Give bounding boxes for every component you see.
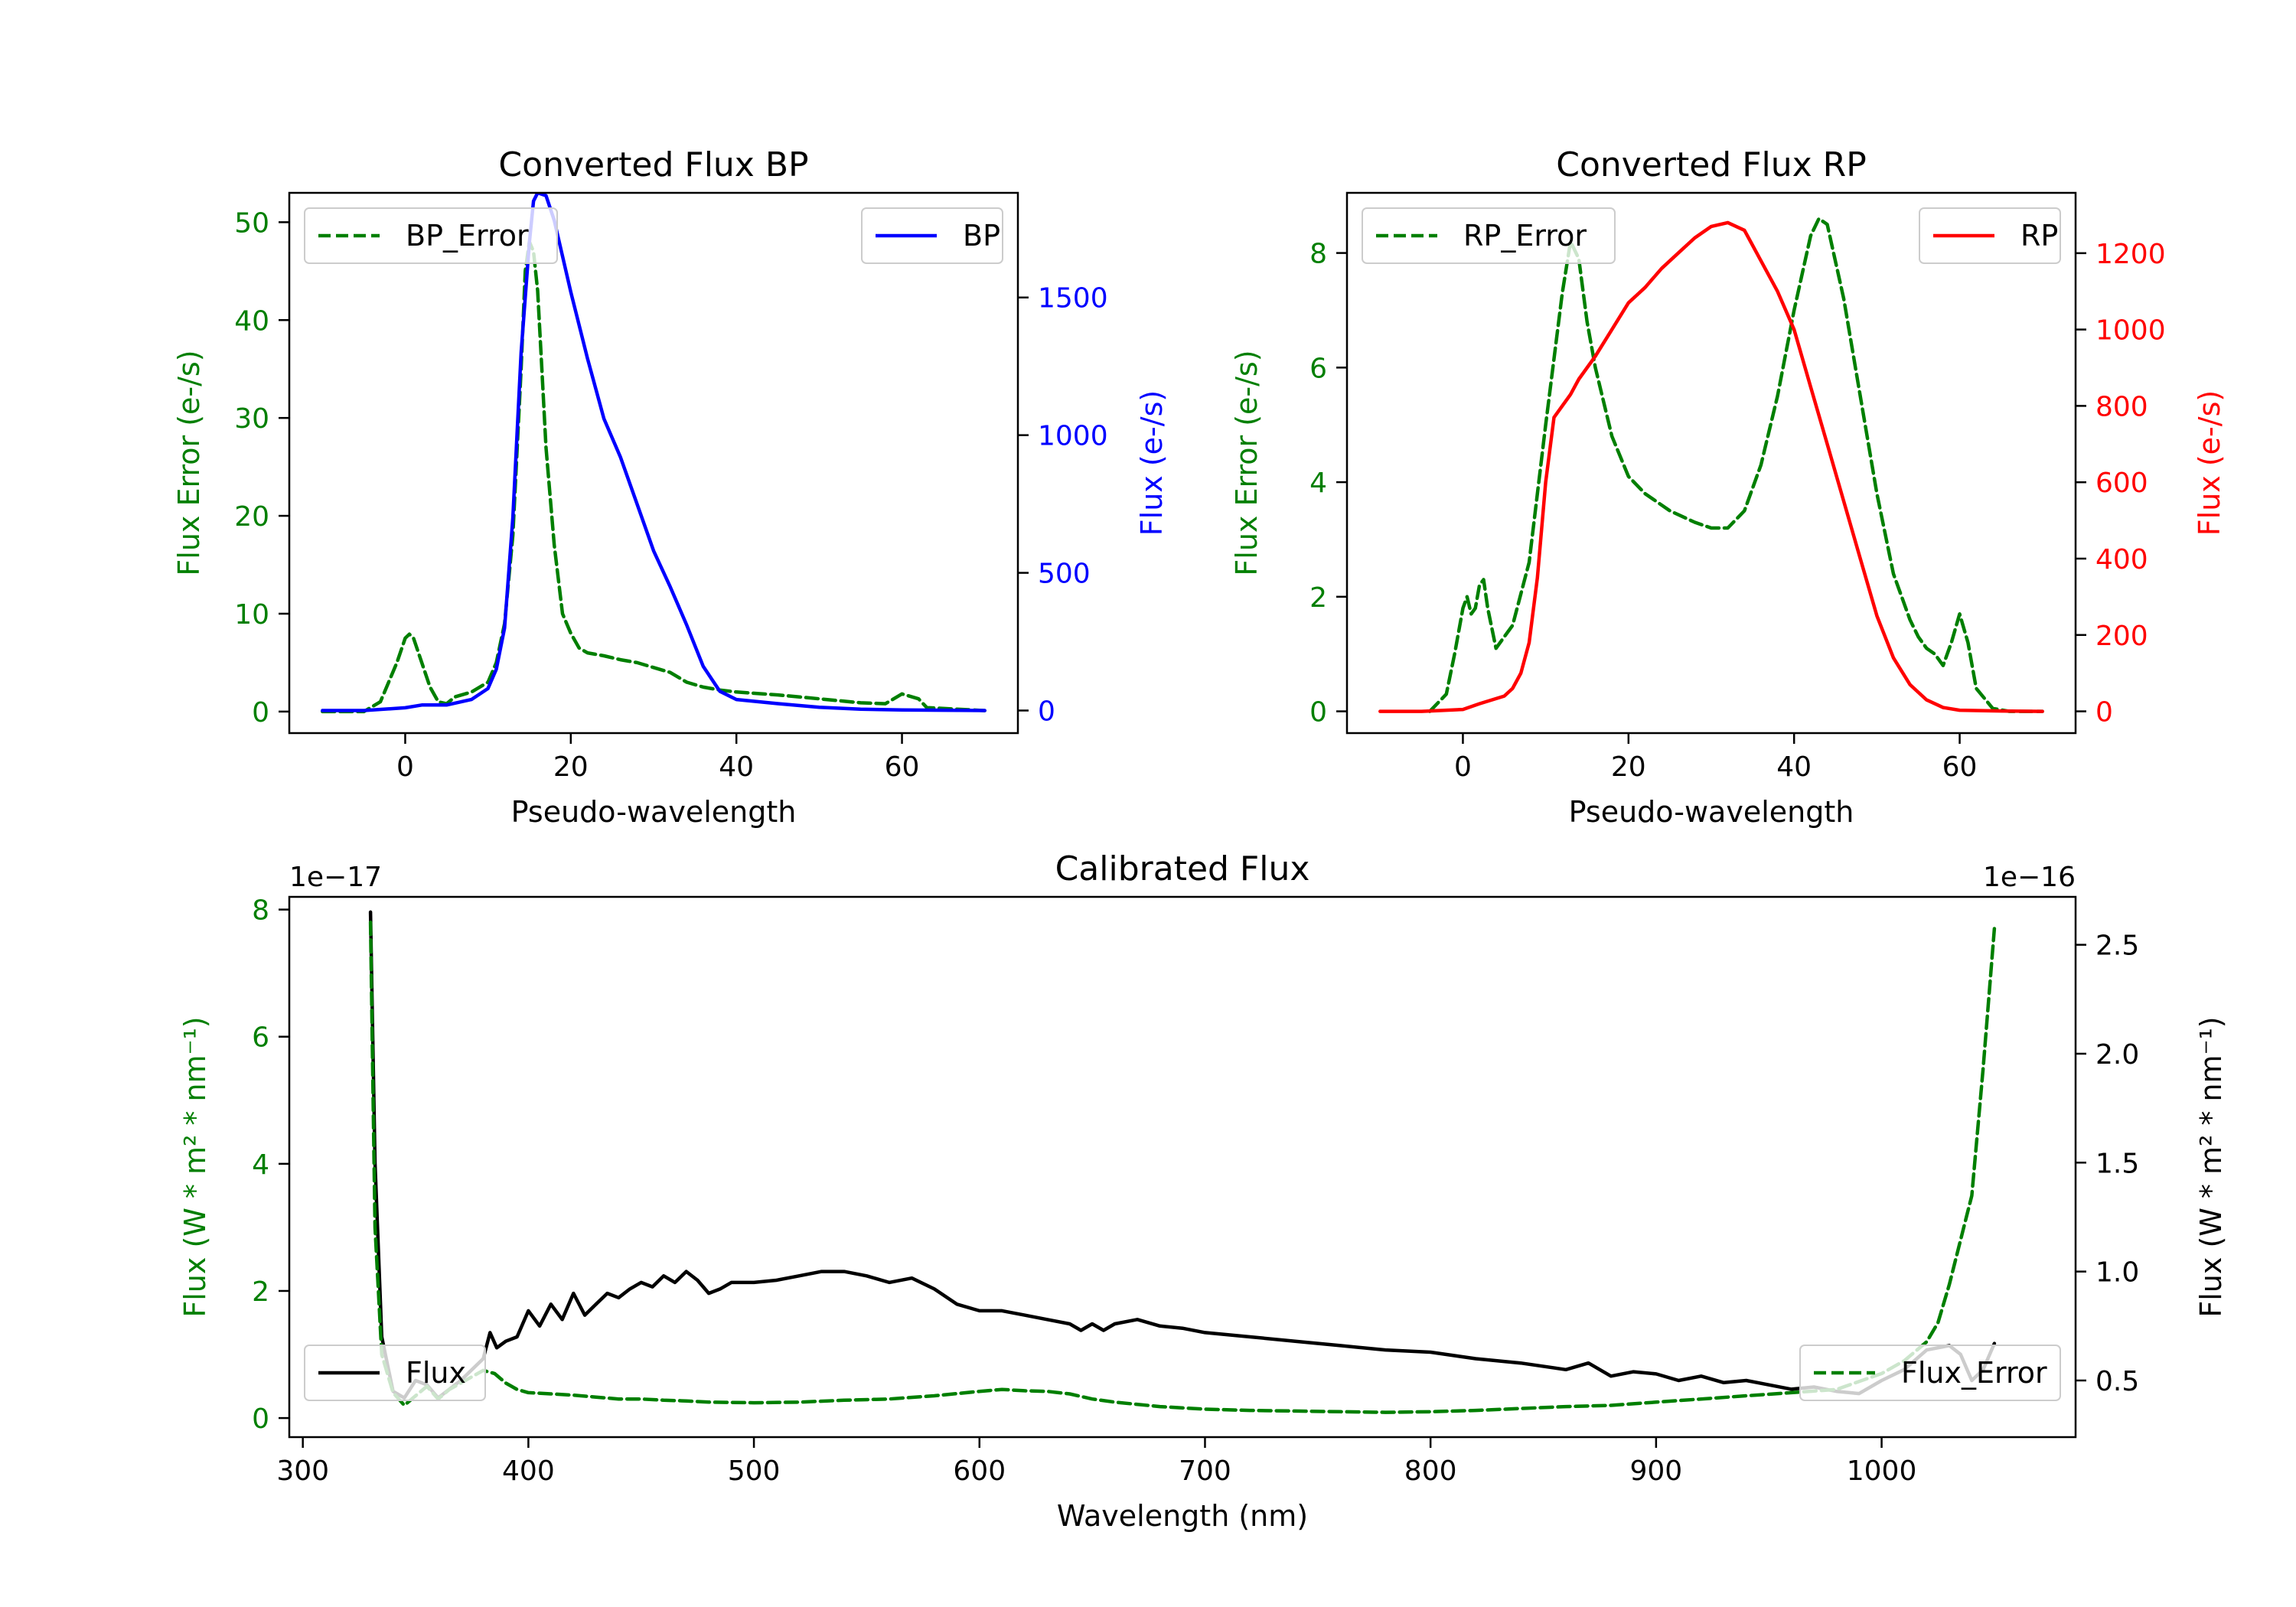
rp-ytick-left-label: 2: [1309, 582, 1327, 614]
bp-legend-flux: BP: [861, 207, 1003, 264]
cal-xtick-label: 900: [1630, 1455, 1683, 1487]
rp-legend-error-label: RP_Error: [1463, 219, 1587, 253]
cal-legend-flux: Flux: [304, 1345, 486, 1401]
cal-legend-flux-label: Flux: [406, 1356, 466, 1390]
bp-series-bp-error: [321, 240, 987, 714]
cal-xtick-label: 700: [1179, 1455, 1231, 1487]
calibrated-chart: Calibrated Flux 300 400 500 600 700 800 900 1000…: [178, 849, 2228, 1533]
cal-ytick-right-label: 1.0: [2095, 1257, 2139, 1289]
rp-plot-frame: [1345, 191, 2077, 735]
bp-chart: Converted Flux BP 0 20 40 60 Pseudo-wavelengt…: [172, 145, 1169, 829]
bp-legend-error-label: BP_Error: [406, 219, 529, 253]
rp-legend-flux-label: RP: [2020, 219, 2058, 253]
bp-title: Converted Flux BP: [498, 145, 808, 184]
cal-legend-flux-error-label: Flux_Error: [1901, 1356, 2047, 1390]
rp-xtick-label: 40: [1776, 751, 1812, 783]
bp-plot-frame: [288, 191, 1019, 735]
rp-ytick-right-label: 800: [2095, 391, 2148, 422]
cal-xtick-label: 300: [276, 1455, 329, 1487]
cal-series-flux-error: [368, 920, 1997, 1414]
rp-ytick-right-label: 400: [2095, 544, 2148, 575]
rp-ytick-right-label: 600: [2095, 468, 2148, 499]
rp-title: Converted Flux RP: [1556, 145, 1867, 184]
bp-ytick-right-label: 0: [1038, 696, 1055, 727]
cal-legend-flux-error-box: [1799, 1345, 2061, 1401]
cal-ytick-right-label: 2.5: [2095, 931, 2139, 962]
bp-ytick-right-label: 1500: [1038, 283, 1108, 315]
rp-legend-error: RP_Error: [1362, 207, 1616, 264]
bp-xlabel: Pseudo-wavelength: [511, 795, 797, 829]
cal-xtick-label: 800: [1404, 1455, 1457, 1487]
rp-ytick-left-label: 4: [1309, 468, 1327, 499]
rp-ytick-right-label: 1000: [2095, 315, 2166, 347]
rp-series-rp-error: [1427, 217, 2044, 713]
rp-series-rp: [1378, 220, 2044, 713]
rp-chart: Converted Flux RP0 20 40 60Pseudo-wavelengt…: [1230, 145, 2226, 829]
cal-ytick-right-label: 0.5: [2095, 1366, 2139, 1397]
bp-ytick-left-label: 40: [234, 305, 269, 337]
cal-xtick-label: 1000: [1847, 1455, 1917, 1487]
rp-xlabel: Pseudo-wavelength: [1569, 795, 1854, 829]
cal-offset-left: 1e−17: [289, 862, 382, 893]
bp-legend-flux-label: BP: [963, 219, 1000, 253]
rp-ylabel-right: Flux (e-/s): [2193, 390, 2226, 536]
cal-ytick-right-label: 1.5: [2095, 1148, 2139, 1179]
rp-ylabel-left: Flux Error (e-/s): [1230, 350, 1264, 575]
bp-xtick-label: 60: [885, 751, 920, 783]
bp-ytick-left-label: 50: [234, 207, 269, 239]
bp-ytick-right-label: 1000: [1038, 421, 1108, 452]
cal-ytick-left-label: 4: [252, 1149, 269, 1181]
cal-offset-right: 1e−16: [1983, 862, 2076, 893]
cal-plot-frame: [288, 895, 2077, 1439]
rp-xtick-label: 60: [1942, 751, 1978, 783]
cal-xlabel: Wavelength (nm): [1057, 1499, 1308, 1533]
cal-xtick-label: 400: [502, 1455, 555, 1487]
rp-ytick-left-label: 0: [1309, 697, 1327, 729]
rp-ytick-right-label: 1200: [2095, 239, 2166, 270]
bp-ytick-left-label: 0: [252, 697, 269, 729]
bp-xtick-label: 0: [396, 751, 414, 783]
bp-series-bp: [321, 193, 987, 712]
bp-ytick-left-label: 20: [234, 501, 269, 533]
rp-ytick-right-label: 0: [2095, 697, 2113, 729]
rp-legend-error-box: [1362, 207, 1616, 264]
cal-xtick-label: 600: [953, 1455, 1006, 1487]
cal-xtick-label: 500: [728, 1455, 781, 1487]
bp-legend-error: BP_Error: [304, 207, 558, 264]
rp-ytick-right-label: 200: [2095, 621, 2148, 652]
cal-ytick-left-label: 8: [252, 895, 269, 927]
bp-ytick-left-label: 10: [234, 599, 269, 631]
cal-legend-flux-error: Flux_Error: [1799, 1345, 2061, 1401]
cal-series-flux: [368, 910, 1997, 1400]
cal-ytick-right-label: 2.0: [2095, 1039, 2139, 1071]
bp-ylabel-right: Flux (e-/s): [1135, 390, 1169, 536]
cal-legend-flux-box: [304, 1345, 486, 1401]
rp-xtick-label: 20: [1611, 751, 1646, 783]
bp-ytick-right-label: 500: [1038, 559, 1091, 590]
bp-xtick-label: 20: [553, 751, 589, 783]
bp-ytick-left-label: 30: [234, 403, 269, 435]
cal-ytick-left-label: 0: [252, 1403, 269, 1435]
bp-legend-error-box: [304, 207, 558, 264]
rp-ytick-left-label: 8: [1309, 239, 1327, 270]
rp-xtick-label: 0: [1454, 751, 1472, 783]
rp-ytick-left-label: 6: [1309, 353, 1327, 384]
bp-ylabel-left: Flux Error (e-/s): [172, 350, 206, 575]
cal-ylabel-right: Flux (W * m² * nm⁻¹): [2194, 1016, 2228, 1317]
cal-ylabel-left: Flux (W * m² * nm⁻¹): [178, 1016, 212, 1317]
cal-ytick-left-label: 2: [252, 1276, 269, 1308]
rp-legend-flux: RP: [1919, 207, 2061, 264]
bp-xtick-label: 40: [719, 751, 754, 783]
cal-ytick-left-label: 6: [252, 1022, 269, 1054]
cal-title: Calibrated Flux: [1055, 849, 1310, 888]
